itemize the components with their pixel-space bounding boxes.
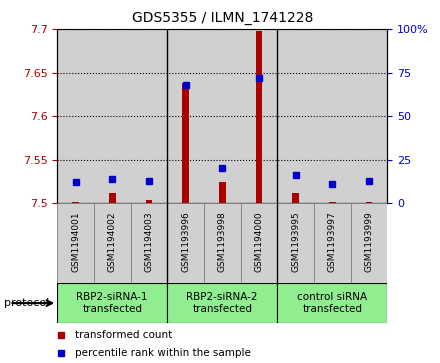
Bar <box>366 201 372 203</box>
Text: GSM1193995: GSM1193995 <box>291 211 300 272</box>
Bar <box>292 193 299 203</box>
Bar <box>131 203 167 283</box>
Bar <box>351 203 387 283</box>
Bar <box>72 201 79 203</box>
Text: RBP2-siRNA-1
transfected: RBP2-siRNA-1 transfected <box>77 292 148 314</box>
Text: RBP2-siRNA-2
transfected: RBP2-siRNA-2 transfected <box>187 292 258 314</box>
Bar <box>277 29 314 203</box>
Bar <box>256 31 262 203</box>
Bar <box>182 83 189 203</box>
Bar <box>204 29 241 203</box>
Bar <box>241 29 277 203</box>
Text: GSM1194003: GSM1194003 <box>144 211 154 272</box>
Title: GDS5355 / ILMN_1741228: GDS5355 / ILMN_1741228 <box>132 11 313 25</box>
Bar <box>314 29 351 203</box>
Text: percentile rank within the sample: percentile rank within the sample <box>75 348 251 358</box>
Text: transformed count: transformed count <box>75 330 172 340</box>
Bar <box>57 203 94 283</box>
Text: control siRNA
transfected: control siRNA transfected <box>297 292 367 314</box>
Bar <box>219 182 226 203</box>
Bar <box>204 203 241 283</box>
Bar <box>131 29 167 203</box>
Text: GSM1193998: GSM1193998 <box>218 211 227 272</box>
Bar <box>314 203 351 283</box>
Text: GSM1193997: GSM1193997 <box>328 211 337 272</box>
Bar <box>57 283 167 323</box>
Text: GSM1193996: GSM1193996 <box>181 211 190 272</box>
Text: GSM1194000: GSM1194000 <box>254 211 264 272</box>
Bar <box>109 193 116 203</box>
Bar <box>167 283 277 323</box>
Bar <box>57 29 94 203</box>
Bar <box>241 203 277 283</box>
Bar <box>167 203 204 283</box>
Text: GSM1194002: GSM1194002 <box>108 211 117 272</box>
Bar <box>351 29 387 203</box>
Text: GSM1193999: GSM1193999 <box>364 211 374 272</box>
Bar <box>94 29 131 203</box>
Bar <box>94 203 131 283</box>
Bar <box>146 200 152 203</box>
Bar <box>277 283 387 323</box>
Bar <box>277 203 314 283</box>
Bar <box>167 29 204 203</box>
Text: protocol: protocol <box>4 298 50 308</box>
Text: GSM1194001: GSM1194001 <box>71 211 80 272</box>
